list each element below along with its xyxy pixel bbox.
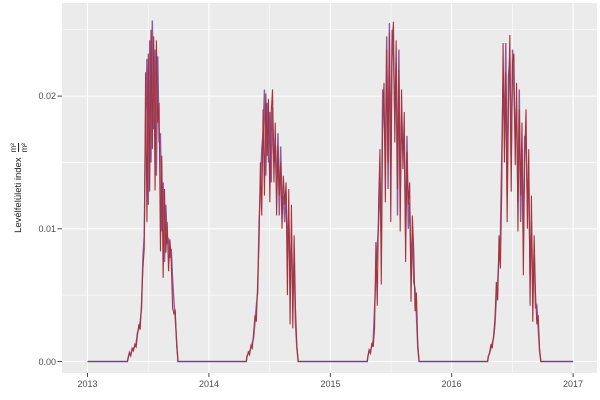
x-tick-label-2015: 2015 xyxy=(320,379,341,389)
x-tick-label-2016: 2016 xyxy=(441,379,462,389)
unit-denominator: m² xyxy=(18,143,29,153)
y-tick-label-0.01: 0.01 xyxy=(38,223,56,234)
y-axis-title-unit-fraction: m² m² xyxy=(9,143,29,153)
y-axis-title: Levélfelületi index m² m² xyxy=(9,143,29,233)
x-tick-label-2014: 2014 xyxy=(198,379,220,389)
y-axis-title-text: Levélfelületi index xyxy=(13,157,25,233)
series-red-line xyxy=(87,21,574,363)
x-tick-label-2013: 2013 xyxy=(77,379,98,389)
x-tick-label-2017: 2017 xyxy=(562,379,584,389)
panel-background xyxy=(62,3,597,373)
unit-numerator: m² xyxy=(9,143,19,153)
y-tick-label-0.02: 0.02 xyxy=(38,91,56,101)
y-tick-label-0.00: 0.00 xyxy=(38,356,56,367)
